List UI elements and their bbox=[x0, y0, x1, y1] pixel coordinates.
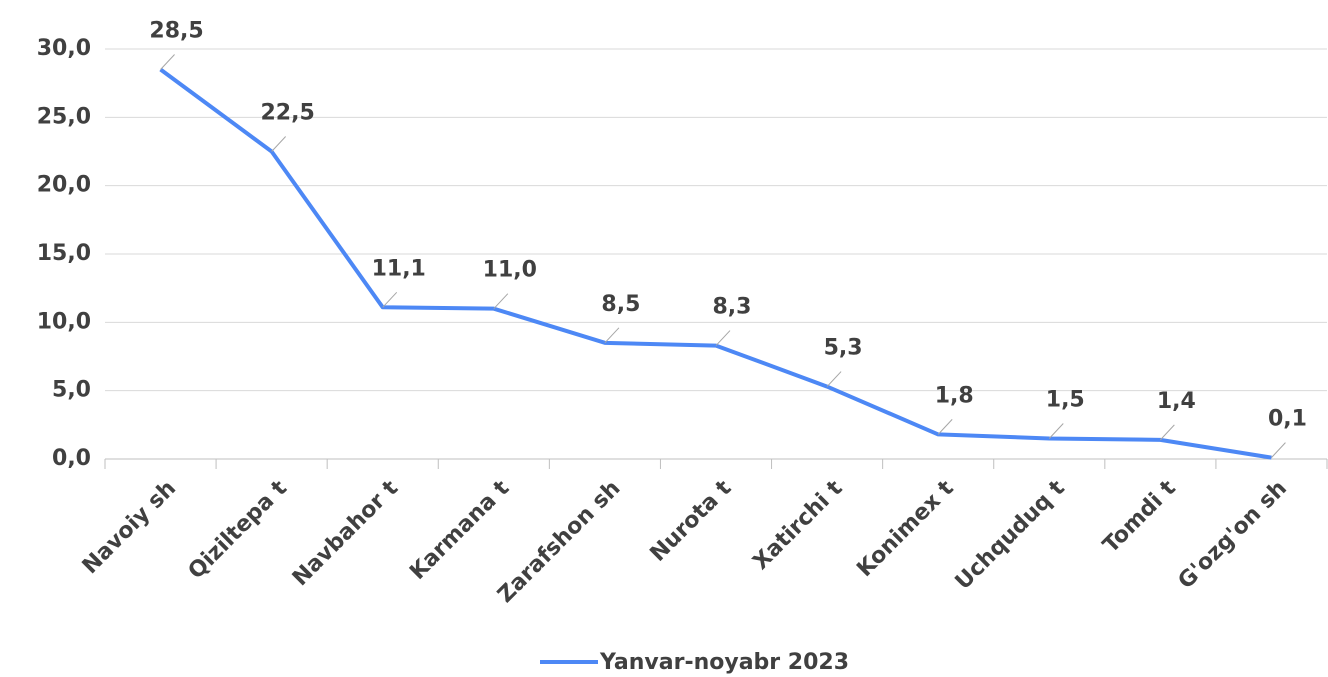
data-label: 22,5 bbox=[260, 101, 314, 126]
y-tick-label: 5,0 bbox=[52, 378, 91, 403]
leader-line bbox=[160, 54, 175, 70]
y-tick-label: 0,0 bbox=[52, 446, 91, 471]
leader-line bbox=[1271, 442, 1286, 458]
leader-line bbox=[1048, 423, 1064, 439]
data-line bbox=[159, 67, 1272, 460]
x-tick-label: Nurota t bbox=[646, 475, 737, 566]
leader-line bbox=[826, 371, 842, 387]
x-tick-label: Uchquduq t bbox=[951, 475, 1070, 594]
legend-label: Yanvar-noyabr 2023 bbox=[599, 650, 849, 675]
data-label: 1,4 bbox=[1157, 389, 1196, 414]
leader-line bbox=[271, 136, 287, 152]
leader-line bbox=[1159, 424, 1175, 441]
leader-line bbox=[715, 330, 731, 346]
x-tick-label: Navbahor t bbox=[288, 475, 404, 591]
data-label: 1,8 bbox=[935, 383, 974, 408]
y-tick-label: 10,0 bbox=[37, 309, 91, 334]
leader-line bbox=[604, 327, 620, 344]
data-label: 5,3 bbox=[824, 336, 863, 361]
data-label: 8,5 bbox=[601, 292, 640, 317]
x-tick-label: Tomdi t bbox=[1098, 475, 1181, 558]
data-label: 11,1 bbox=[372, 256, 426, 281]
leader-line bbox=[382, 291, 398, 308]
data-label: 0,1 bbox=[1268, 407, 1307, 432]
y-tick-label: 15,0 bbox=[37, 241, 91, 266]
leader-line bbox=[493, 293, 509, 310]
x-tick-label: Xatirchi t bbox=[748, 475, 847, 574]
y-tick-label: 25,0 bbox=[37, 104, 91, 129]
x-tick-label: Konimex t bbox=[852, 475, 959, 582]
x-tick-label: Karmana t bbox=[405, 475, 514, 584]
x-tick-label: Navoiy sh bbox=[78, 476, 181, 579]
y-tick-label: 20,0 bbox=[37, 173, 91, 198]
leader-line bbox=[937, 419, 953, 435]
data-label: 1,5 bbox=[1046, 388, 1085, 413]
data-label: 11,0 bbox=[483, 258, 537, 283]
x-tick-label: G'ozg'on sh bbox=[1174, 476, 1292, 594]
x-tick-label: Zarafshon sh bbox=[493, 476, 625, 608]
x-tick-label: Qiziltepa t bbox=[184, 475, 293, 584]
y-tick-label: 30,0 bbox=[37, 36, 91, 61]
data-label: 8,3 bbox=[713, 295, 752, 320]
data-label: 28,5 bbox=[149, 19, 203, 44]
